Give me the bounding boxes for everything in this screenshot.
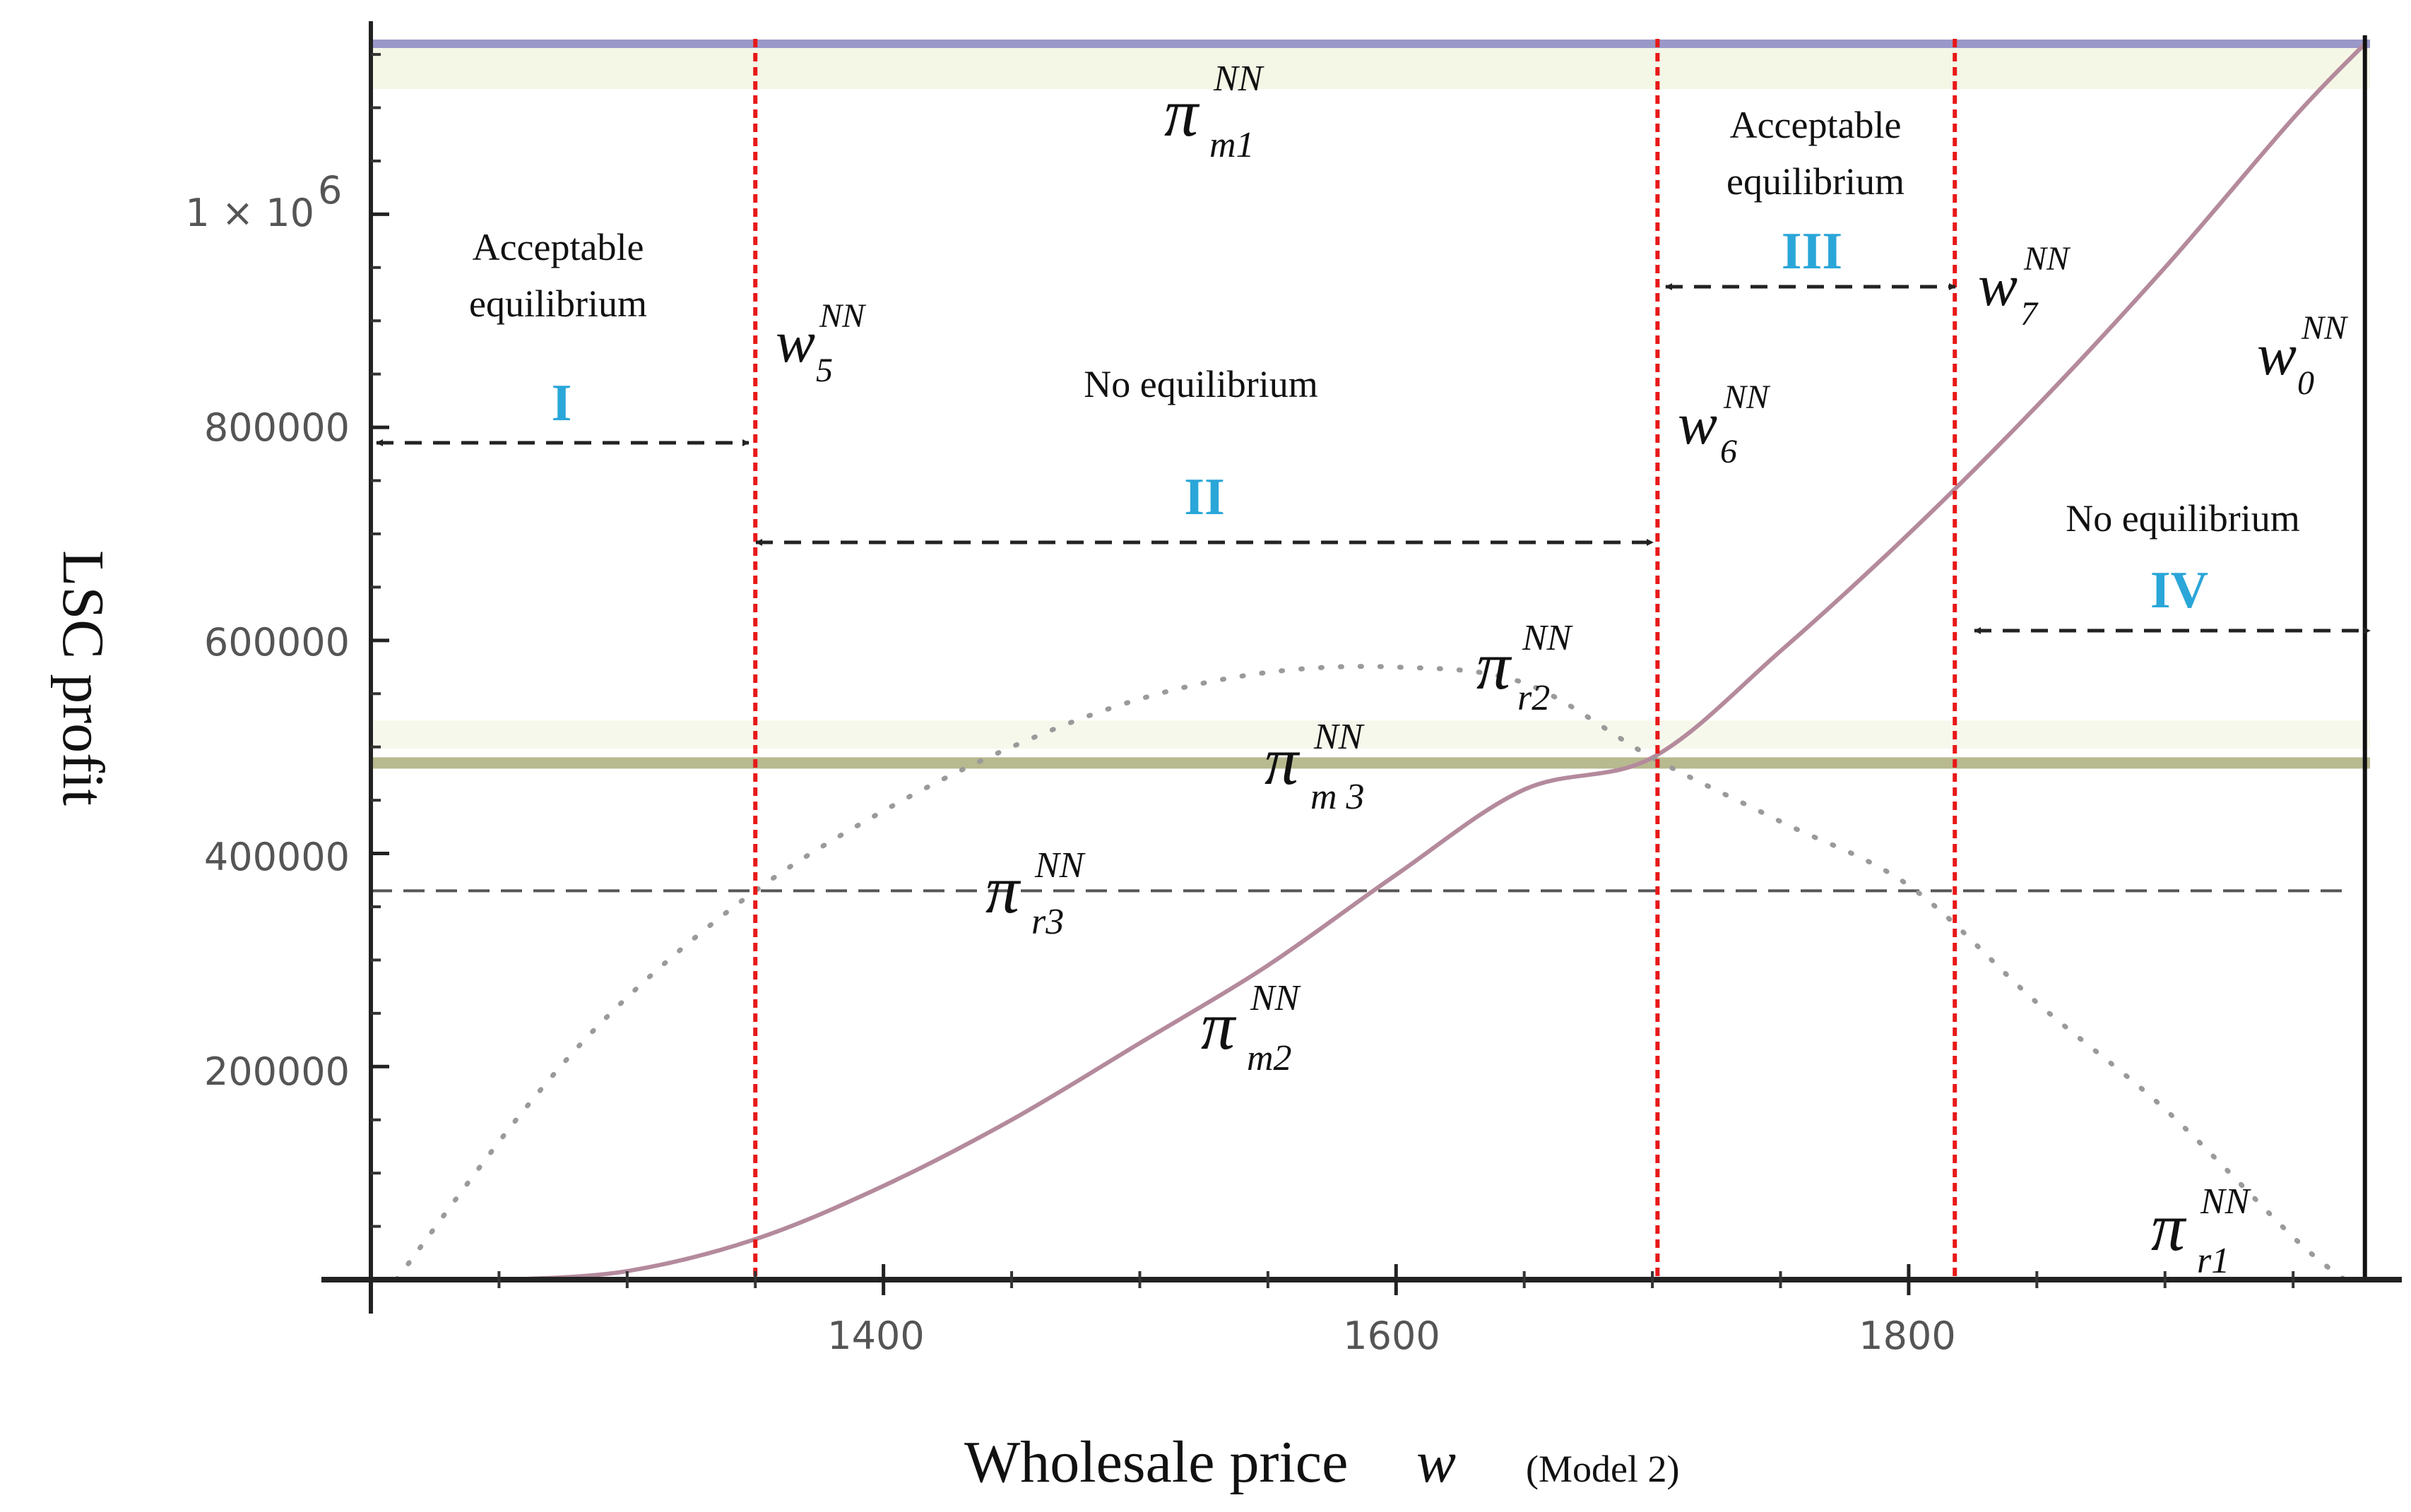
label-w6-sup: NN bbox=[1723, 379, 1771, 416]
label-pi-m2-pi: π bbox=[1201, 988, 1237, 1064]
label-w0-sup: NN bbox=[2301, 309, 2349, 347]
y-axis-title: LSC profit bbox=[50, 550, 116, 806]
x-axis-title-text: Wholesale price bbox=[964, 1429, 1348, 1495]
label-w5-sup: NN bbox=[819, 297, 867, 335]
region-III-label: III bbox=[1782, 222, 1842, 280]
label-w6-w: w bbox=[1678, 391, 1717, 457]
region-I-label: I bbox=[552, 374, 572, 432]
region-I-text-line2: equilibrium bbox=[469, 282, 647, 325]
label-pi-m1-sub: m1 bbox=[1209, 125, 1255, 165]
label-pi-r1-sub: r1 bbox=[2197, 1241, 2229, 1281]
label-pi-m1-pi: π bbox=[1164, 75, 1200, 150]
label-pi-r2-sup: NN bbox=[1522, 618, 1574, 658]
series-line-3 bbox=[511, 42, 2366, 1282]
label-pi-r3-pi: π bbox=[985, 852, 1021, 927]
y-tick-label-600000: 600000 bbox=[204, 620, 350, 665]
label-w6: w NN 6 bbox=[1678, 379, 1771, 470]
label-w7-sub: 7 bbox=[2020, 295, 2039, 333]
label-pi-m1: π NN m1 bbox=[1164, 59, 1265, 165]
x-axis-title: Wholesale price w (Model 2) bbox=[964, 1429, 1679, 1495]
label-pi-m1-sup: NN bbox=[1213, 59, 1265, 99]
label-w7-sup: NN bbox=[2023, 240, 2071, 278]
region-II-text: No equilibrium bbox=[1084, 363, 1317, 405]
x-axis-title-note: (Model 2) bbox=[1526, 1448, 1679, 1490]
label-pi-m2: π NN m2 bbox=[1201, 978, 1302, 1078]
label-pi-m3-pi: π bbox=[1264, 723, 1301, 799]
label-w7: w NN 7 bbox=[1978, 240, 2071, 333]
label-pi-r2-sub: r2 bbox=[1517, 678, 1550, 718]
label-pi-r3-sub: r3 bbox=[1031, 902, 1064, 942]
label-pi-m3-sup: NN bbox=[1313, 717, 1366, 757]
y-tick-label-400000: 400000 bbox=[204, 835, 350, 879]
label-pi-r1-pi: π bbox=[2151, 1189, 2187, 1265]
y-tick-exponent: 6 bbox=[318, 168, 342, 213]
region-III-text-line2: equilibrium bbox=[1726, 160, 1904, 203]
y-tick-label-200000: 200000 bbox=[204, 1049, 350, 1094]
label-pi-r3: π NN r3 bbox=[985, 845, 1086, 942]
y-tick-label-800000: 800000 bbox=[204, 405, 350, 450]
label-pi-m3-sub: m 3 bbox=[1310, 777, 1365, 817]
x-tick-label-1400: 1400 bbox=[827, 1314, 924, 1358]
label-pi-m2-sub: m2 bbox=[1247, 1038, 1292, 1078]
label-w7-w: w bbox=[1978, 253, 2018, 319]
label-pi-r3-sup: NN bbox=[1034, 845, 1086, 886]
label-w0: w NN 0 bbox=[2257, 309, 2349, 402]
region-II-label: II bbox=[1184, 468, 1225, 526]
label-w0-sub: 0 bbox=[2297, 364, 2314, 402]
top-band bbox=[371, 47, 2370, 89]
label-pi-m2-sup: NN bbox=[1250, 978, 1302, 1018]
x-tick-label-1800: 1800 bbox=[1859, 1314, 1955, 1358]
x-axis-title-symbol: w bbox=[1416, 1429, 1456, 1495]
region-IV-text: No equilibrium bbox=[2066, 497, 2299, 540]
label-pi-r1-sup: NN bbox=[2200, 1181, 2252, 1222]
label-w5: w NN 5 bbox=[776, 297, 867, 389]
label-pi-r1: π NN r1 bbox=[2151, 1181, 2252, 1281]
label-w5-w: w bbox=[776, 309, 815, 375]
region-IV-label: IV bbox=[2150, 561, 2208, 619]
region-I-text-line1: Acceptable bbox=[473, 226, 644, 268]
y-tick-label-1e6: 1 × 10 bbox=[185, 191, 314, 235]
label-w5-sub: 5 bbox=[816, 352, 833, 389]
label-pi-r2: π NN r2 bbox=[1476, 618, 1574, 718]
label-pi-m3: π NN m 3 bbox=[1264, 717, 1366, 817]
label-w6-sub: 6 bbox=[1720, 433, 1737, 470]
label-w0-w: w bbox=[2257, 322, 2297, 388]
mid-band bbox=[371, 720, 2370, 749]
region-III-text-line1: Acceptable bbox=[1730, 104, 1902, 146]
x-tick-label-1600: 1600 bbox=[1343, 1314, 1440, 1358]
label-pi-r2-pi: π bbox=[1476, 628, 1512, 703]
